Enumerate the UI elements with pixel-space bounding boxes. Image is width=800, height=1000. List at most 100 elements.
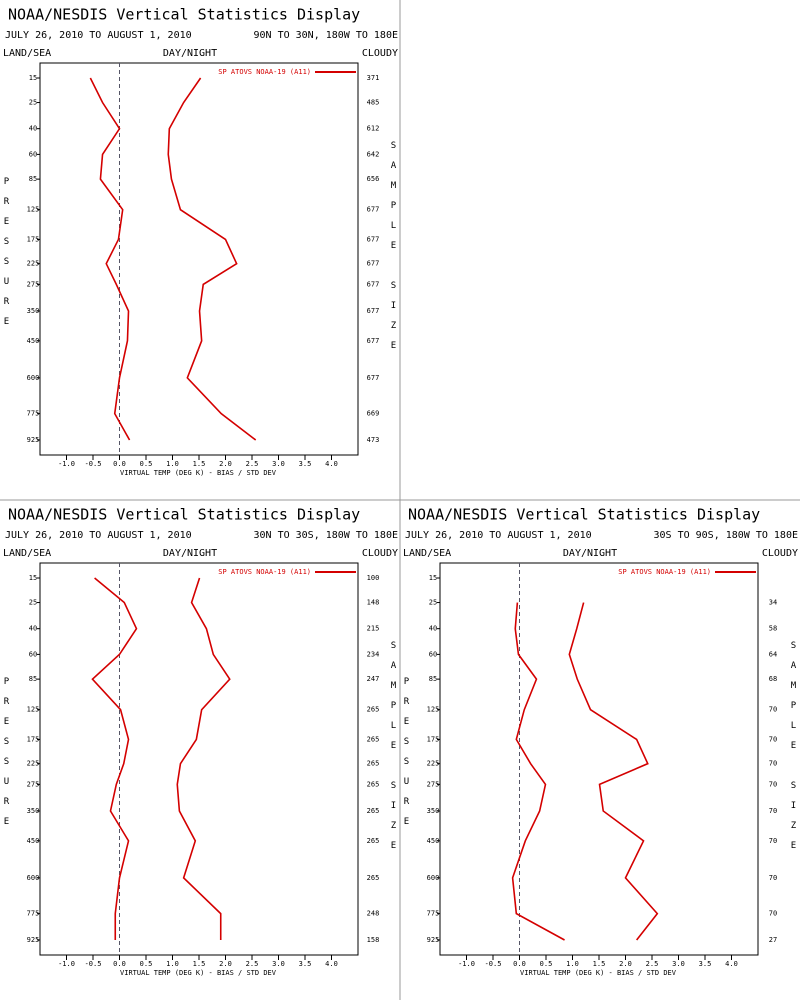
date-range: JULY 26, 2010 TO AUGUST 1, 2010 [5, 30, 192, 41]
std-dev-line [568, 602, 659, 941]
sample-size-label: 64 [769, 650, 777, 658]
legend-label: SP ATOVS NOAA-19 (A11) [618, 568, 711, 576]
x-tick-label: 2.0 [219, 960, 232, 968]
x-tick-label: 0.5 [140, 460, 153, 468]
region: 90N TO 30N, 180W TO 180E [254, 30, 399, 41]
x-axis-label: VIRTUAL TEMP (DEG K) - BIAS / STD DEV [120, 969, 277, 977]
y-tick-label: 350 [27, 807, 40, 815]
sample-size-label: 677 [367, 337, 380, 345]
y-tick-label: 350 [427, 807, 440, 815]
legend-label: SP ATOVS NOAA-19 (A11) [218, 568, 311, 576]
sample-size-label: 70 [769, 910, 777, 918]
cloudy: CLOUDY [362, 48, 398, 59]
y-tick-label: 925 [427, 936, 440, 944]
bias-line [511, 602, 565, 941]
sample-size-label: 473 [367, 436, 380, 444]
sample-size-label: 612 [367, 125, 380, 133]
x-tick-label: -0.5 [85, 460, 102, 468]
x-tick-label: 3.0 [272, 460, 285, 468]
y-axis-label: PRESSURE [402, 677, 412, 837]
x-tick-label: 0.0 [513, 960, 526, 968]
date-range: JULY 26, 2010 TO AUGUST 1, 2010 [405, 530, 592, 541]
sample-size-label: 70 [769, 837, 777, 845]
y-tick-label: 60 [29, 150, 37, 158]
sample-size-label: 70 [769, 874, 777, 882]
y-tick-label: 175 [427, 735, 440, 743]
y-tick-label: 275 [27, 780, 40, 788]
legend-label: SP ATOVS NOAA-19 (A11) [218, 68, 311, 76]
x-tick-label: 0.0 [113, 460, 126, 468]
y-tick-label: 40 [29, 625, 37, 633]
std-dev-line [176, 577, 231, 940]
sample-size-label: 656 [367, 175, 380, 183]
cloudy: CLOUDY [762, 548, 798, 559]
y-tick-label: 15 [429, 574, 437, 582]
cloudy: CLOUDY [362, 548, 398, 559]
y-tick-label: 775 [27, 410, 40, 418]
x-tick-label: 1.5 [193, 460, 206, 468]
day-night: DAY/NIGHT [163, 548, 217, 559]
y-tick-label: 775 [427, 910, 440, 918]
sample-size-label: 215 [367, 625, 380, 633]
x-tick-label: 3.5 [699, 960, 712, 968]
y-tick-label: 225 [27, 760, 40, 768]
sample-size-label: 677 [367, 280, 380, 288]
panel: NOAA/NESDIS Vertical Statistics Display J… [402, 506, 799, 978]
y-tick-label: 175 [27, 235, 40, 243]
x-tick-label: -0.5 [485, 960, 502, 968]
sample-size-label: 265 [367, 706, 380, 714]
y-tick-label: 275 [27, 280, 40, 288]
y-tick-label: 600 [427, 874, 440, 882]
day-night: DAY/NIGHT [163, 48, 217, 59]
sample-size-label: 677 [367, 235, 380, 243]
y-tick-label: 450 [427, 837, 440, 845]
sample-size-label: 58 [769, 625, 777, 633]
x-tick-label: 1.0 [166, 460, 179, 468]
std-dev-line [167, 77, 257, 441]
y-axis-label: PRESSURE [2, 677, 12, 837]
y-tick-label: 925 [27, 436, 40, 444]
y-tick-label: 25 [29, 599, 37, 607]
x-tick-label: -1.0 [58, 960, 75, 968]
land-sea: LAND/SEA [3, 48, 51, 59]
sample-size-label: 158 [367, 936, 380, 944]
sample-size-label: 248 [367, 910, 380, 918]
chart-title: NOAA/NESDIS Vertical Statistics Display [8, 506, 360, 524]
y-tick-label: 925 [27, 936, 40, 944]
x-tick-label: 2.5 [646, 960, 659, 968]
y-tick-label: 600 [27, 374, 40, 382]
date-range: JULY 26, 2010 TO AUGUST 1, 2010 [5, 530, 192, 541]
sample-size-label: 68 [769, 675, 777, 683]
panel: NOAA/NESDIS Vertical Statistics Display J… [2, 6, 399, 478]
x-tick-label: 3.5 [299, 460, 312, 468]
x-tick-label: 4.0 [325, 960, 338, 968]
y-tick-label: 450 [27, 837, 40, 845]
y-tick-label: 125 [27, 706, 40, 714]
sample-size-label: 371 [367, 74, 380, 82]
y2-axis-label: SAMPLE SIZE [389, 141, 399, 361]
y-tick-label: 225 [27, 260, 40, 268]
x-tick-label: -0.5 [85, 960, 102, 968]
y-tick-label: 125 [427, 706, 440, 714]
x-tick-label: 3.5 [299, 960, 312, 968]
sample-size-label: 677 [367, 206, 380, 214]
y-tick-label: 600 [27, 874, 40, 882]
sample-size-label: 265 [367, 780, 380, 788]
y-tick-label: 350 [27, 307, 40, 315]
y-tick-label: 40 [429, 625, 437, 633]
x-axis-label: VIRTUAL TEMP (DEG K) - BIAS / STD DEV [120, 469, 277, 477]
land-sea: LAND/SEA [403, 548, 451, 559]
x-tick-label: 0.0 [113, 960, 126, 968]
sample-size-label: 265 [367, 874, 380, 882]
x-tick-label: 1.0 [566, 960, 579, 968]
x-tick-label: 2.0 [619, 960, 632, 968]
x-tick-label: 0.5 [540, 960, 553, 968]
x-tick-label: 2.5 [246, 960, 259, 968]
x-tick-label: 0.5 [140, 960, 153, 968]
y-tick-label: 25 [429, 599, 437, 607]
sample-size-label: 27 [769, 936, 777, 944]
sample-size-label: 677 [367, 260, 380, 268]
sample-size-label: 677 [367, 374, 380, 382]
sample-size-label: 34 [769, 599, 777, 607]
